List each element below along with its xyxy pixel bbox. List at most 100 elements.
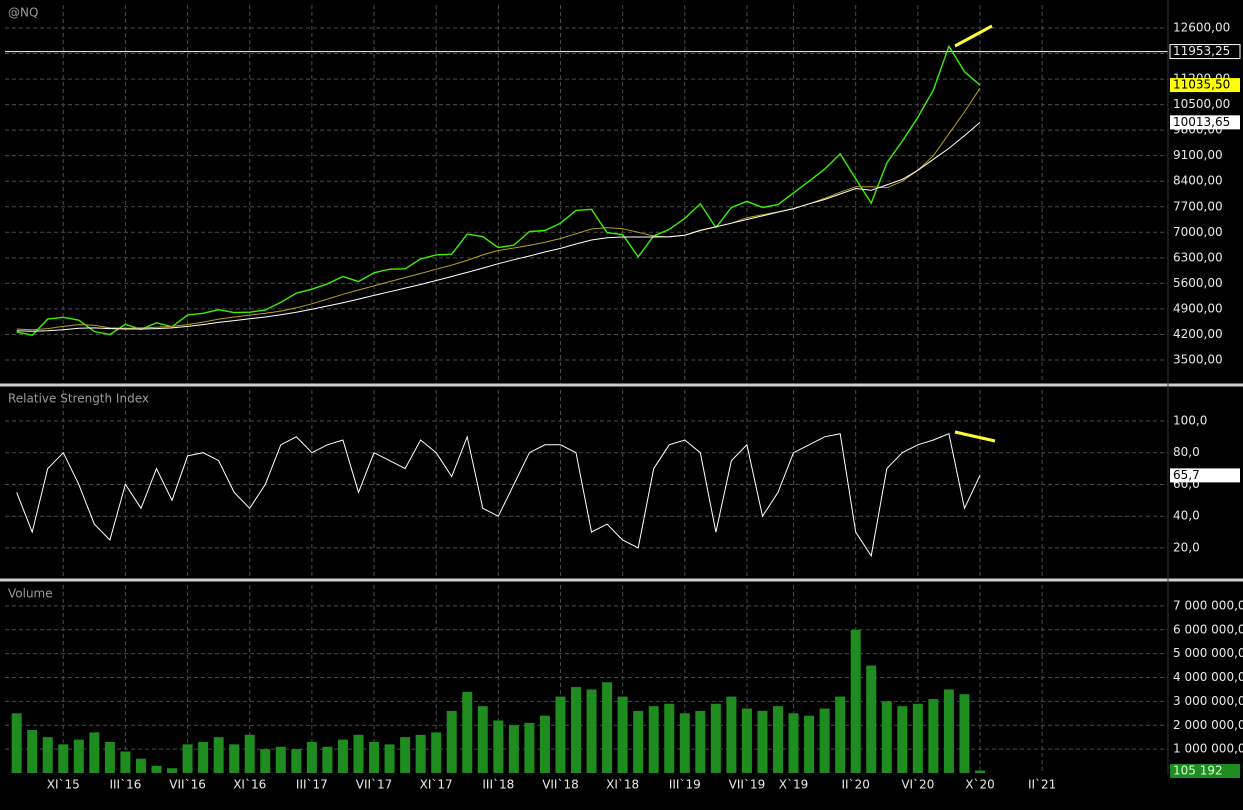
grid-layer: [5, 5, 1168, 773]
reference-label: 11953,25: [1173, 44, 1230, 58]
y-tick-label: 8400,00: [1173, 174, 1223, 188]
y-tick-label: 9100,00: [1173, 148, 1223, 162]
volume-bar: [135, 758, 146, 773]
volume-bar: [695, 710, 706, 773]
panel-title: @NQ: [8, 6, 38, 20]
series-line: [16, 122, 981, 332]
volume-bar: [58, 744, 69, 773]
volume-bar: [571, 687, 582, 773]
volume-bar: [151, 765, 162, 773]
volume-bar: [881, 701, 892, 773]
y-tick-label: 4900,00: [1173, 301, 1223, 315]
panel-title: Volume: [8, 587, 53, 601]
volume-bar: [322, 746, 333, 773]
volume-bar: [229, 744, 240, 773]
volume-bar: [213, 737, 224, 773]
last-value-box: [1170, 468, 1240, 483]
volume-bar: [726, 696, 737, 773]
x-tick-label: II`20: [842, 778, 870, 792]
y-tick-label: 7000,00: [1173, 225, 1223, 239]
x-tick-label: VII`18: [542, 778, 579, 792]
volume-bar: [27, 730, 38, 773]
volume-bar: [244, 734, 255, 773]
volume-bar: [710, 703, 721, 773]
volume-bar: [260, 749, 271, 773]
volume-bar: [446, 710, 457, 773]
y-tick-label: 40,0: [1173, 509, 1200, 523]
x-tick-label: X`20: [965, 778, 995, 792]
x-tick-label: VII`19: [729, 778, 766, 792]
volume-bar: [633, 710, 644, 773]
volume-bar: [664, 703, 675, 773]
volume-bar: [959, 694, 970, 773]
volume-bar: [835, 696, 846, 773]
x-tick-label: XI`15: [47, 778, 80, 792]
y-tick-label: 7 000 000,0: [1173, 598, 1243, 612]
last-value-label: 11035,50: [1173, 78, 1230, 92]
volume-bar: [508, 725, 519, 773]
volume-bar: [928, 698, 939, 773]
volume-bar: [679, 713, 690, 773]
volume-bar: [400, 737, 411, 773]
last-value-label: 10013,65: [1173, 115, 1230, 129]
panel-title: Relative Strength Index: [8, 392, 149, 406]
volume-bar: [306, 741, 317, 773]
volume-bar: [819, 708, 830, 773]
volume-bar: [353, 734, 364, 773]
trend-line: [954, 430, 996, 443]
x-tick-label: VII`17: [356, 778, 393, 792]
volume-bar: [804, 715, 815, 773]
volume-bar: [912, 703, 923, 773]
volume-bar: [586, 689, 597, 773]
volume-bar: [11, 713, 22, 773]
x-tick-label: III`18: [482, 778, 514, 792]
x-tick-label: XI`17: [420, 778, 453, 792]
volume-bar: [757, 710, 768, 773]
last-value-label: 105 192: [1173, 764, 1223, 778]
volume-bar: [493, 720, 504, 773]
volume-bar: [291, 749, 302, 773]
x-tick-label: III`17: [296, 778, 328, 792]
volume-bar: [741, 708, 752, 773]
series-line: [16, 433, 981, 558]
volume-bar: [104, 741, 115, 773]
volume-bar: [89, 732, 100, 773]
y-tick-label: 5600,00: [1173, 276, 1223, 290]
reference-box: [1169, 44, 1241, 60]
volume-bar: [773, 706, 784, 773]
y-tick-label: 10500,00: [1173, 97, 1230, 111]
y-tick-label: 4200,00: [1173, 327, 1223, 341]
y-tick-label: 4 000 000,0: [1173, 670, 1243, 684]
x-tick-label: III`19: [669, 778, 701, 792]
marks-layer: [5, 44, 1168, 773]
y-tick-label: 20,0: [1173, 540, 1200, 554]
y-tick-label: 3 000 000,0: [1173, 694, 1243, 708]
volume-bar: [369, 741, 380, 773]
volume-bar: [617, 696, 628, 773]
last-value-box: [1170, 115, 1240, 130]
trend-line: [954, 24, 993, 48]
volume-bar: [974, 770, 985, 773]
y-tick-label: 12600,00: [1173, 20, 1230, 34]
y-tick-label: 6 000 000,0: [1173, 622, 1243, 636]
x-tick-label: VII`16: [169, 778, 206, 792]
y-tick-label: 7700,00: [1173, 199, 1223, 213]
x-tick-label: X`19: [779, 778, 809, 792]
x-tick-label: III`16: [109, 778, 141, 792]
y-tick-label: 1 000 000,0: [1173, 742, 1243, 756]
volume-bar: [555, 696, 566, 773]
x-tick-label: XI`16: [233, 778, 266, 792]
y-tick-label: 2 000 000,0: [1173, 718, 1243, 732]
volume-bar: [182, 744, 193, 773]
volume-bar: [415, 734, 426, 773]
volume-bar: [866, 665, 877, 773]
volume-bar: [431, 732, 442, 773]
volume-bar: [198, 741, 209, 773]
series-line: [16, 44, 981, 336]
volume-bar: [120, 751, 131, 773]
volume-bar: [337, 739, 348, 773]
volume-bar: [788, 713, 799, 773]
last-value-box: [1170, 764, 1240, 778]
series-line: [16, 87, 981, 331]
